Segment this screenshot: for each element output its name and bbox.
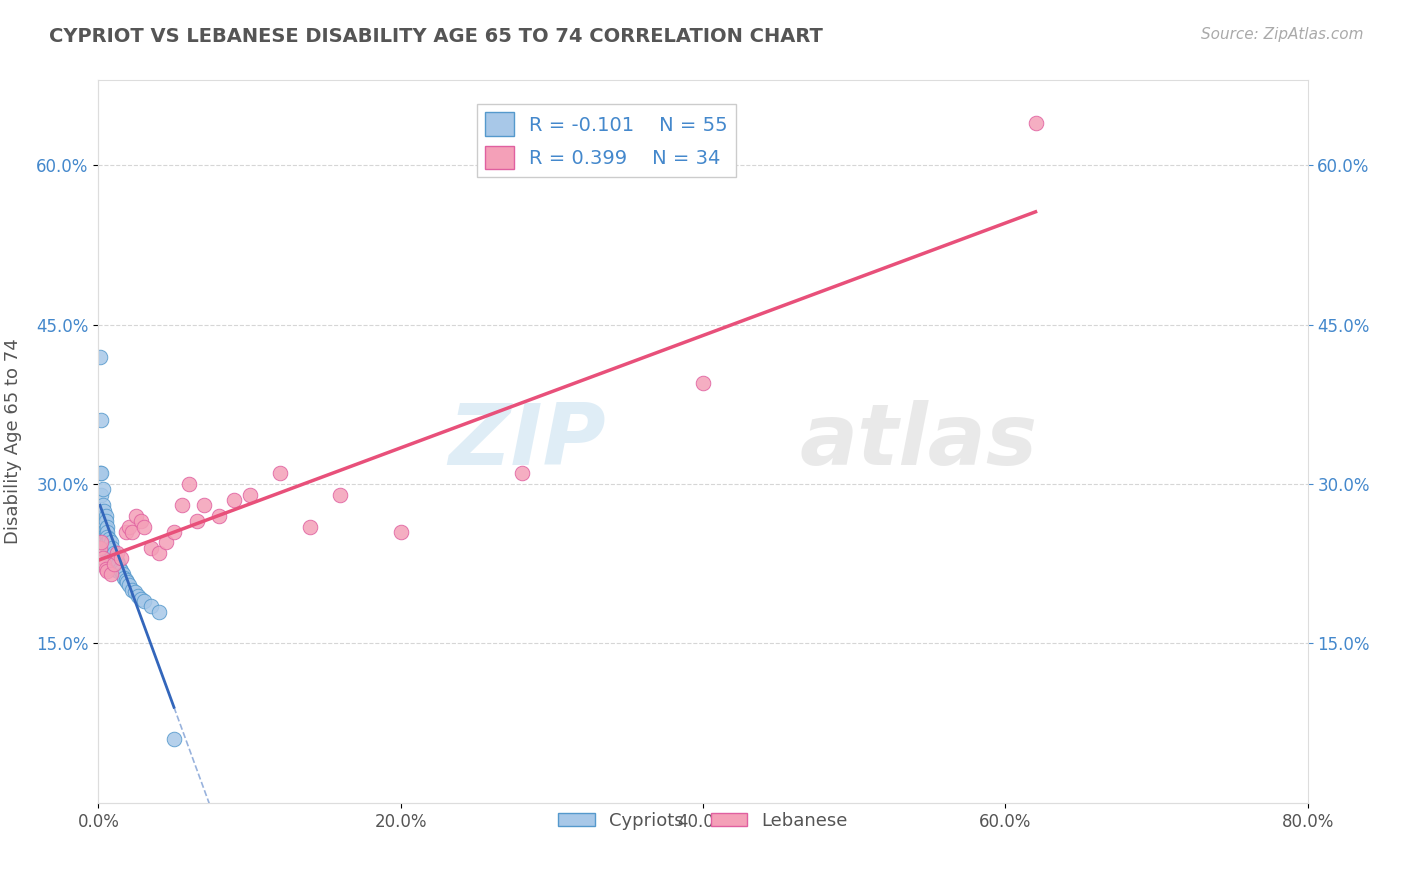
Point: [110, 564, 132, 578]
Point: [179, 477, 201, 491]
Point: [269, 467, 291, 481]
Point: [329, 488, 352, 502]
Point: [94, 535, 117, 549]
Point: [93, 503, 115, 517]
Point: [96, 535, 118, 549]
Point: [125, 508, 148, 523]
Point: [129, 514, 152, 528]
Point: [94, 562, 117, 576]
Point: [100, 567, 122, 582]
Point: [132, 594, 155, 608]
Point: [89, 541, 111, 555]
Point: [107, 564, 129, 578]
Point: [148, 605, 170, 619]
Point: [96, 564, 118, 578]
Point: [155, 535, 177, 549]
Point: [104, 551, 127, 566]
Point: [129, 591, 152, 606]
Point: [96, 524, 118, 539]
Text: atlas: atlas: [800, 400, 1038, 483]
Point: [91, 483, 114, 497]
Point: [103, 562, 125, 576]
Point: [100, 535, 122, 549]
Point: [96, 530, 118, 544]
Point: [104, 560, 127, 574]
Text: CYPRIOT VS LEBANESE DISABILITY AGE 65 TO 74 CORRELATION CHART: CYPRIOT VS LEBANESE DISABILITY AGE 65 TO…: [49, 27, 823, 45]
Point: [103, 557, 125, 571]
Point: [108, 562, 131, 576]
Point: [124, 585, 146, 599]
Point: [141, 541, 163, 555]
Point: [193, 498, 215, 512]
Point: [96, 519, 118, 533]
Point: [103, 553, 125, 567]
Point: [93, 557, 115, 571]
Point: [105, 553, 128, 567]
Point: [170, 498, 193, 512]
Point: [148, 546, 170, 560]
Point: [111, 567, 134, 582]
Point: [224, 493, 246, 508]
Point: [101, 557, 124, 571]
Point: [94, 528, 117, 542]
Point: [105, 546, 128, 560]
Point: [114, 524, 136, 539]
Point: [90, 535, 112, 549]
Point: [141, 599, 163, 614]
Point: [89, 467, 111, 481]
Point: [118, 578, 141, 592]
Point: [118, 519, 141, 533]
Point: [94, 508, 117, 523]
Point: [163, 524, 186, 539]
Point: [121, 524, 143, 539]
Point: [100, 549, 122, 564]
Point: [91, 498, 114, 512]
Point: [101, 541, 124, 555]
Point: [186, 514, 208, 528]
Point: [132, 519, 155, 533]
Point: [112, 570, 135, 584]
Point: [127, 589, 149, 603]
Point: [101, 549, 124, 564]
Point: [91, 514, 114, 528]
Point: [105, 562, 128, 576]
Point: [94, 514, 117, 528]
Point: [98, 539, 121, 553]
Point: [299, 519, 322, 533]
Point: [94, 522, 117, 536]
Point: [114, 573, 136, 587]
Point: [89, 350, 111, 364]
Point: [93, 524, 115, 539]
Point: [121, 583, 143, 598]
Point: [115, 574, 138, 589]
Point: [103, 546, 125, 560]
Point: [100, 542, 122, 557]
Y-axis label: Disability Age 65 to 74: Disability Age 65 to 74: [4, 339, 22, 544]
Point: [90, 467, 112, 481]
Point: [239, 488, 262, 502]
Point: [90, 488, 112, 502]
Text: ZIP: ZIP: [449, 400, 606, 483]
Point: [107, 557, 129, 571]
Legend: Cypriots, Lebanese: Cypriots, Lebanese: [551, 805, 855, 837]
Point: [510, 467, 533, 481]
Point: [93, 514, 115, 528]
Point: [692, 376, 714, 390]
Point: [98, 533, 121, 547]
Point: [96, 546, 118, 560]
Point: [100, 557, 122, 571]
Point: [1024, 116, 1046, 130]
Point: [389, 524, 412, 539]
Point: [110, 551, 132, 566]
Point: [98, 549, 121, 564]
Text: Source: ZipAtlas.com: Source: ZipAtlas.com: [1201, 27, 1364, 42]
Point: [90, 413, 112, 427]
Point: [208, 508, 231, 523]
Point: [91, 551, 114, 566]
Point: [163, 732, 186, 747]
